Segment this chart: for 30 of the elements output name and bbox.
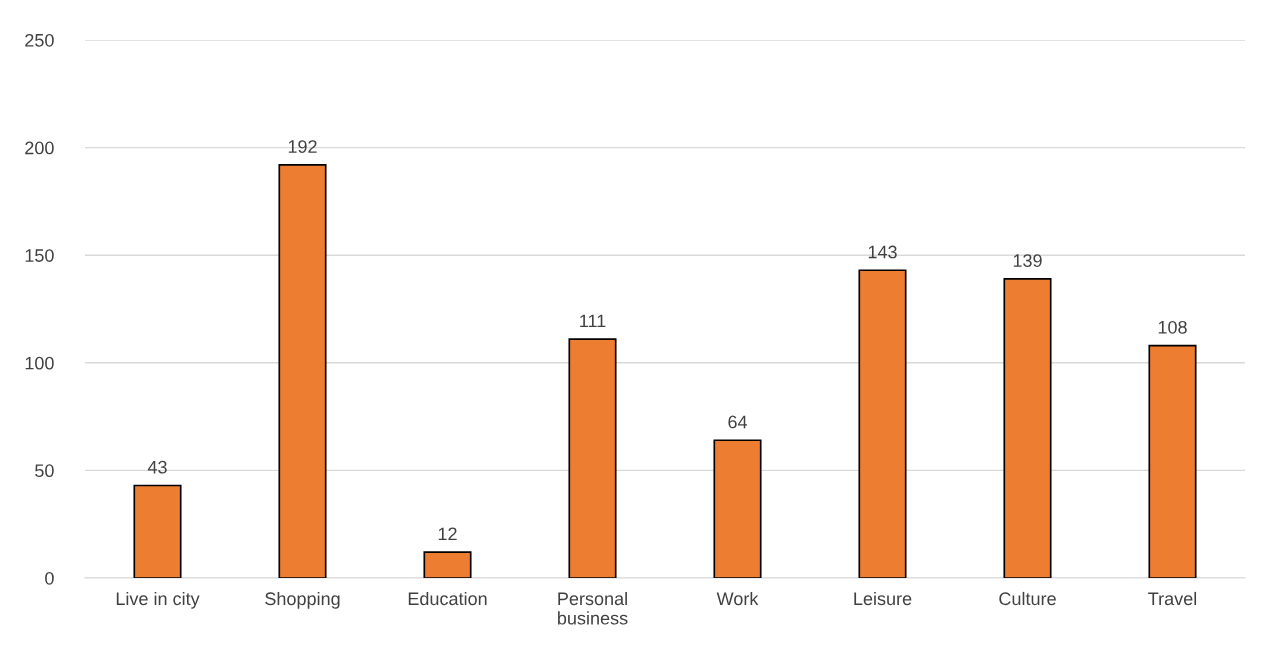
x-tick-label: Education	[408, 591, 487, 606]
x-tick-label: Culture	[999, 591, 1056, 606]
y-tick-label: 200	[25, 141, 54, 155]
y-tick-label: 50	[35, 464, 54, 478]
x-tick-label: Personal business	[558, 591, 628, 625]
bar	[423, 551, 472, 578]
x-tick-label: Live in city	[116, 591, 200, 609]
bar	[858, 269, 907, 578]
y-tick-label: 150	[25, 249, 54, 262]
bar	[1003, 278, 1052, 578]
data-label: 64	[728, 415, 748, 429]
y-tick-label: 250	[25, 33, 54, 47]
x-tick-label: Travel	[1148, 591, 1197, 606]
bar	[713, 439, 762, 578]
bar	[133, 484, 182, 578]
x-tick-label: Leisure	[854, 591, 912, 606]
data-label: 111	[580, 314, 606, 328]
bar	[278, 163, 327, 578]
x-tick-label: Shopping	[265, 591, 340, 609]
bar	[568, 338, 617, 578]
data-label: 43	[147, 460, 167, 474]
data-label: 108	[1158, 320, 1187, 334]
data-label: 192	[288, 140, 317, 153]
bar	[1148, 344, 1197, 578]
y-tick-label: 100	[25, 356, 54, 370]
data-label: 12	[438, 527, 457, 541]
data-label: 143	[868, 245, 897, 259]
data-label: 139	[1013, 254, 1042, 267]
y-tick-label: 0	[45, 571, 54, 585]
x-tick-label: Work	[716, 591, 759, 606]
